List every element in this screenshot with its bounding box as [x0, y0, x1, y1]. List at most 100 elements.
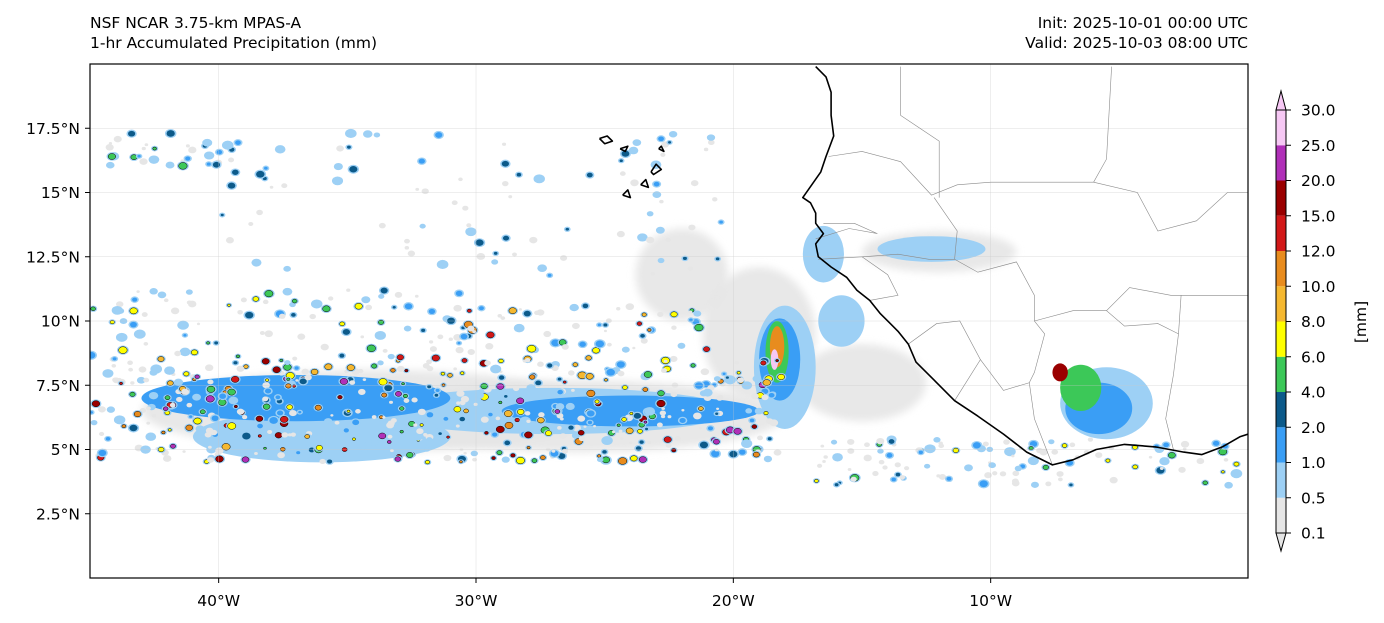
precip-cell [485, 343, 494, 350]
precip-cell [742, 440, 751, 447]
precip-cell [392, 305, 396, 309]
precip-cell [326, 459, 333, 464]
precip-cell [537, 417, 545, 424]
precip-cell [754, 376, 760, 381]
precip-cell [1159, 466, 1164, 470]
precip-cell [175, 379, 182, 385]
precip-cell [670, 132, 676, 137]
precip-cell [291, 313, 296, 317]
precip-cell [163, 298, 169, 303]
precip-cell [551, 339, 560, 347]
precip-cell [322, 305, 331, 313]
precip-cell [105, 144, 114, 151]
precip-cell [91, 400, 101, 408]
precip-cell [671, 448, 677, 453]
precip-cell [297, 333, 306, 340]
colorbar-tick-label: 10.0 [1301, 278, 1336, 296]
precip-cell [592, 347, 600, 354]
precip-cell [458, 177, 463, 182]
precip-cell [1221, 470, 1225, 474]
precip-cell [252, 296, 260, 302]
precip-cell [214, 341, 219, 345]
precip-cell [355, 409, 361, 414]
precip-cell [979, 480, 988, 488]
precip-cell [223, 141, 232, 149]
precip-cell [989, 463, 995, 467]
precip-cell [371, 363, 378, 369]
precip-cell [90, 411, 93, 414]
lat-tick-label: 10°N [41, 313, 80, 331]
precip-cell [501, 160, 509, 167]
precip-cell [256, 209, 263, 216]
precip-cell [1011, 480, 1020, 487]
precip-cell [165, 367, 174, 374]
precip-cell [451, 200, 458, 206]
precip-cell [704, 389, 712, 396]
precip-cell [674, 435, 681, 441]
precip-cell [240, 297, 247, 303]
precip-cell [749, 418, 755, 423]
precip-cell [484, 360, 491, 366]
precip-cell [191, 349, 198, 356]
precip-cell [527, 345, 537, 353]
precip-cell [488, 412, 493, 417]
precip-cell [227, 182, 236, 189]
precip-cell [167, 428, 172, 432]
precip-cell [639, 440, 644, 444]
precip-cell [475, 239, 484, 246]
precip-cell [358, 388, 366, 395]
precip-cell [645, 427, 649, 431]
precip-cell [688, 310, 693, 314]
precip-cell [189, 415, 193, 418]
precip-cell [206, 341, 210, 345]
precip-cell [1032, 482, 1038, 487]
precip-cell [658, 136, 664, 142]
precip-cell [703, 394, 712, 402]
precip-cell [472, 457, 477, 462]
precip-cell [310, 368, 319, 375]
precip-cell [448, 337, 453, 341]
precip-cell [529, 374, 536, 380]
precip-cell [495, 425, 505, 433]
precip-cell [193, 394, 200, 400]
precip-cell [524, 411, 531, 416]
precip-cell [159, 292, 165, 298]
precip-cell [193, 417, 202, 425]
precip-cell [295, 379, 299, 382]
precip-cell [972, 442, 981, 449]
precip-cell [146, 421, 151, 425]
precip-cell [657, 390, 665, 397]
precip-cell [181, 348, 189, 355]
precip-cell [467, 308, 472, 313]
precip-cell [708, 135, 714, 140]
precip-cell [665, 237, 671, 243]
precip-cell [290, 432, 296, 437]
precip-cell [518, 308, 522, 311]
colorbar-segment [1276, 392, 1286, 428]
precip-cell [262, 299, 269, 305]
precip-cell [1012, 470, 1020, 477]
precip-cell [775, 359, 779, 363]
precip-cell [459, 460, 463, 464]
precip-cell [547, 363, 553, 368]
precip-cell [216, 149, 223, 155]
precip-cell [715, 257, 720, 261]
precip-cell [938, 441, 943, 446]
precip-cell [453, 436, 458, 440]
precip-cell [665, 442, 672, 448]
precip-cell [242, 432, 251, 440]
precip-cell [751, 424, 758, 429]
precip-cell [1087, 437, 1094, 442]
precip-cell [616, 307, 621, 311]
country-borders [815, 66, 1248, 466]
precip-cell [335, 164, 342, 169]
precip-cell [882, 465, 888, 470]
precip-cell [597, 323, 601, 327]
precip-cell [361, 449, 367, 453]
gridlines [90, 64, 1248, 578]
precip-cell [187, 290, 192, 294]
precip-cell [500, 316, 506, 320]
precip-cell [167, 162, 173, 168]
precip-cell [516, 456, 525, 465]
precip-cell [113, 307, 122, 314]
